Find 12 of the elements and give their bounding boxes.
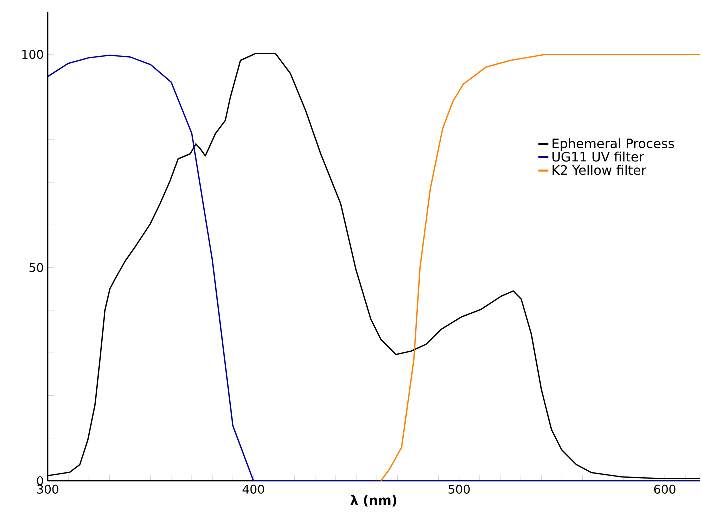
y-tick-label: 0	[37, 476, 44, 486]
x-axis-title: λ (nm)	[350, 495, 397, 507]
x-tick-label: 500	[448, 484, 470, 494]
legend-label: UG11 UV filter	[552, 152, 644, 162]
legend-label: K2 Yellow filter	[552, 165, 647, 176]
y-tick-label: 100	[22, 50, 44, 60]
x-tick-label: 300	[37, 484, 59, 494]
legend-label: Ephemeral Process	[552, 138, 674, 152]
y-tick-label: 50	[30, 263, 44, 272]
x-tick-label: 400	[242, 484, 264, 494]
line-series	[380, 54, 700, 481]
x-tick-label: 600	[654, 484, 676, 494]
